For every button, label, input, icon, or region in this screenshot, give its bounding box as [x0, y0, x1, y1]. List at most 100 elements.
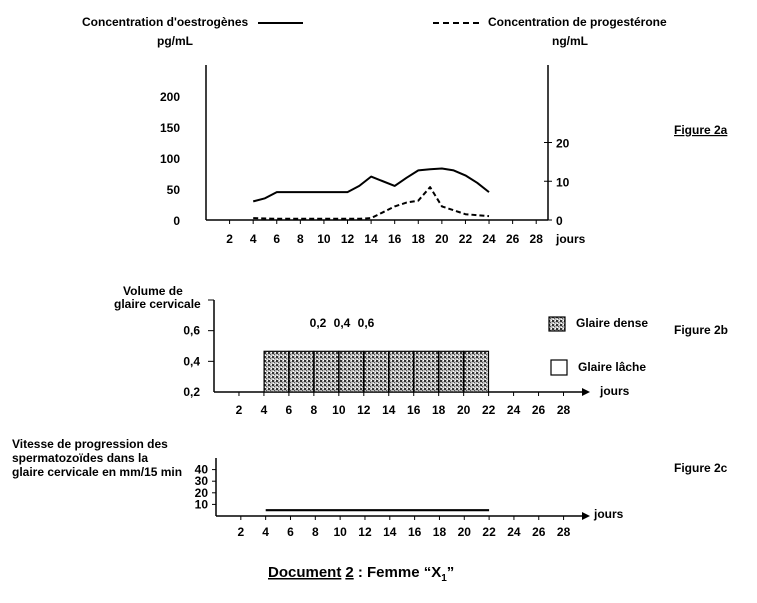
- y-left-tick-label-2a: 50: [167, 183, 181, 197]
- figure-2a: Concentration d'oestrogènes Concentratio…: [82, 15, 728, 246]
- x-tick-label-2a: 4: [250, 232, 257, 246]
- figure-2b-label: Figure 2b: [674, 323, 728, 337]
- bars-2b: [263, 350, 490, 393]
- x-unit-2b: jours: [599, 384, 630, 398]
- x-tick-label-2c: 14: [383, 525, 397, 539]
- axes-2c: [215, 458, 590, 520]
- y-right-tick-label-2a: 20: [556, 137, 570, 151]
- y-tick-label-2c: 10: [195, 497, 209, 511]
- series-2a: [252, 167, 490, 220]
- y-label-2b-line2: glaire cervicale: [114, 297, 201, 311]
- x-ticks-2a: 2 4 6 8 10 12 14 16 18 20 22 24 26 28: [226, 220, 543, 246]
- x-tick-label-2c: 4: [262, 525, 269, 539]
- legend-estrogen-label: Concentration d'oestrogènes: [82, 15, 249, 29]
- caption-main: Document: [268, 564, 341, 581]
- x-tick-label-2c: 28: [557, 525, 571, 539]
- x-tick-label-2b: 20: [457, 403, 471, 417]
- x-unit-2a: jours: [555, 232, 586, 246]
- x-tick-label-2b: 18: [432, 403, 446, 417]
- x-tick-label-2b: 22: [482, 403, 496, 417]
- figure-2a-label: Figure 2a: [674, 123, 728, 137]
- x-tick-label-2a: 22: [459, 232, 473, 246]
- floating-label-2b: 0,6: [358, 316, 375, 330]
- x-tick-label-2c: 6: [287, 525, 294, 539]
- x-tick-label-2c: 16: [408, 525, 422, 539]
- x-tick-label-2c: 8: [312, 525, 319, 539]
- x-unit-2c: jours: [593, 507, 624, 521]
- figure-2b: Volume de glaire cervicale Figure 2b 0,2…: [114, 284, 728, 417]
- y-ticks-2b: 0,2 0,4 0,6: [183, 299, 214, 399]
- floating-labels-2b: 0,2 0,4 0,6: [310, 316, 375, 330]
- x-tick-label-2a: 14: [364, 232, 378, 246]
- x-tick-label-2b: 8: [311, 403, 318, 417]
- x-tick-label-2c: 26: [532, 525, 546, 539]
- x-ticks-2b: 2 4 6 8 10 12 14 16 18 20 22 24 26 28: [236, 392, 571, 417]
- y-right-tick-label-2a: 10: [556, 175, 570, 189]
- bar-glaire-dense: [463, 350, 490, 393]
- figure-2c: Vitesse de progression des spermatozoïde…: [12, 437, 728, 539]
- y-tick-label-2b: 0,4: [183, 354, 200, 368]
- y-label-2c-line3: glaire cervicale en mm/15 min: [12, 465, 182, 479]
- caption-end: ”: [447, 564, 455, 581]
- x-tick-label-2c: 10: [333, 525, 347, 539]
- x-tick-label-2b: 16: [407, 403, 421, 417]
- progesterone-line: [253, 186, 490, 220]
- floating-label-2b: 0,4: [334, 316, 351, 330]
- caption-rest: : Femme “X: [354, 564, 442, 581]
- y-left-unit: pg/mL: [157, 34, 193, 48]
- x-tick-label-2b: 26: [532, 403, 546, 417]
- y-label-2c-line1: Vitesse de progression des: [12, 437, 168, 451]
- x-tick-label-2a: 24: [482, 232, 496, 246]
- x-tick-label-2c: 24: [507, 525, 521, 539]
- y-left-tick-label-2a: 100: [160, 152, 180, 166]
- bar-glaire-dense: [438, 350, 465, 393]
- y-label-2c-line2: spermatozoïdes dans la: [12, 451, 148, 465]
- y-left-tick-label-2a: 0: [173, 214, 180, 228]
- y-right-ticks-2a: 0 10 20: [544, 137, 570, 228]
- x-tick-label-2c: 12: [358, 525, 372, 539]
- figure-2c-label: Figure 2c: [674, 461, 728, 475]
- document-caption: Document 2 : Femme “X1”: [268, 564, 454, 584]
- x-tick-label-2c: 20: [458, 525, 472, 539]
- y-left-tick-label-2a: 200: [160, 90, 180, 104]
- y-left-tick-label-2a: 150: [160, 121, 180, 135]
- x-tick-label-2a: 10: [317, 232, 331, 246]
- caption-sub: 1: [441, 573, 447, 584]
- x-tick-label-2a: 20: [435, 232, 449, 246]
- bar-glaire-dense: [413, 350, 440, 393]
- x-tick-label-2c: 18: [433, 525, 447, 539]
- bar-glaire-dense: [263, 350, 290, 393]
- y-tick-label-2b: 0,2: [183, 385, 200, 399]
- legend-dense-swatch: [548, 316, 566, 332]
- legend-dense-label: Glaire dense: [576, 316, 648, 330]
- bar-glaire-dense: [338, 350, 365, 393]
- x-tick-label-2b: 24: [507, 403, 521, 417]
- x-tick-label-2a: 2: [226, 232, 233, 246]
- y-right-unit: ng/mL: [552, 34, 588, 48]
- x-tick-label-2a: 28: [530, 232, 544, 246]
- x-tick-label-2b: 14: [382, 403, 396, 417]
- estrogen-line: [252, 167, 490, 203]
- y-label-2b-line1: Volume de: [123, 284, 183, 298]
- y-tick-label-2c: 40: [195, 463, 209, 477]
- x-tick-label-2b: 28: [557, 403, 571, 417]
- legend-loose-swatch: [550, 359, 568, 376]
- y-tick-label-2c: 20: [195, 486, 209, 500]
- bar-glaire-dense: [313, 350, 340, 393]
- x-ticks-2c: 2 4 6 8 10 12 14 16 18 20 22 24 26 28: [237, 516, 571, 539]
- x-tick-label-2c: 2: [237, 525, 244, 539]
- legend-progesterone-label: Concentration de progestérone: [488, 15, 667, 29]
- x-tick-label-2a: 6: [273, 232, 280, 246]
- x-tick-label-2a: 12: [341, 232, 355, 246]
- x-axis-arrow-2c: [582, 512, 590, 520]
- x-tick-label-2b: 2: [236, 403, 243, 417]
- y-right-tick-label-2a: 0: [556, 214, 563, 228]
- bar-glaire-dense: [388, 350, 415, 393]
- bar-glaire-dense: [288, 350, 315, 393]
- bar-glaire-dense: [363, 350, 390, 393]
- x-tick-label-2b: 12: [357, 403, 371, 417]
- y-left-ticks-2a: 0 50 100 150 200: [160, 90, 180, 228]
- x-tick-label-2b: 4: [261, 403, 268, 417]
